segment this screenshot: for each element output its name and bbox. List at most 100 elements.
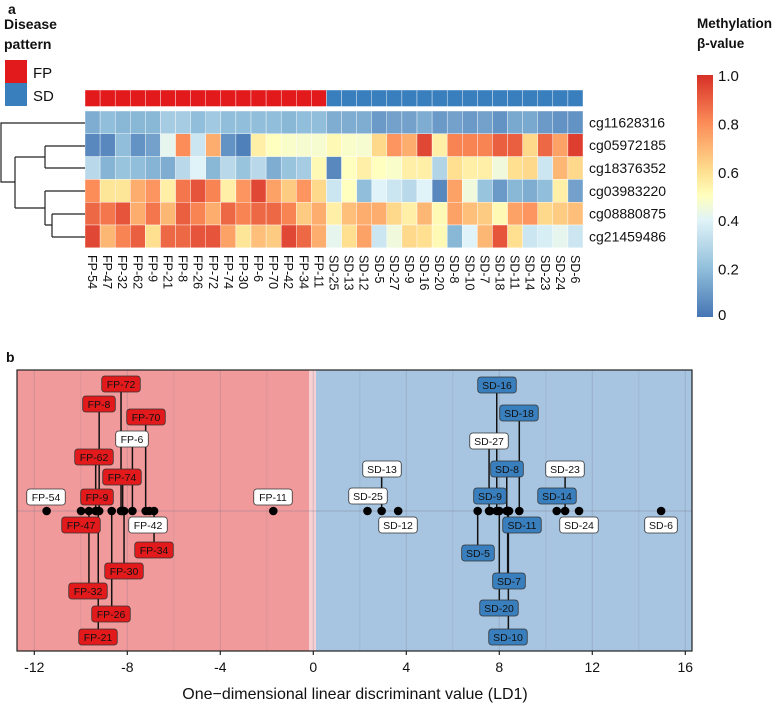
- heatmap-cell: [431, 133, 448, 157]
- data-point: [84, 506, 94, 516]
- heatmap-cell: [145, 133, 161, 157]
- column-label: SD-18: [493, 255, 507, 290]
- heatmap-cell: [507, 179, 523, 203]
- heatmap-cell: [175, 110, 191, 134]
- data-point: [76, 506, 86, 516]
- annotation-cell: [552, 89, 569, 107]
- data-point: [269, 506, 278, 516]
- heatmap-cell: [507, 156, 523, 180]
- heatmap-cell: [492, 133, 508, 157]
- point-label-box: [477, 376, 517, 394]
- heatmap-cell: [220, 156, 237, 180]
- point-label-box: [134, 541, 174, 559]
- point-label-box: [362, 460, 402, 478]
- data-point: [377, 506, 386, 516]
- heatmap-cell: [371, 224, 388, 248]
- heatmap-cell: [280, 179, 297, 203]
- heatmap-cell: [235, 133, 252, 157]
- annotation-cell: [431, 89, 448, 107]
- point-labels: FP-54 FP-47 FP-32 FP-62 FP-9 FP-21 FP-8 FP-26 FP…: [26, 375, 678, 646]
- annotation-cell: [326, 89, 342, 107]
- point-label-box: [488, 628, 528, 646]
- colorbar-title-line2: β-value: [697, 36, 745, 51]
- heatmap-cell: [280, 156, 297, 180]
- heatmap-cell: [431, 156, 448, 180]
- heatmap-cell: [205, 179, 222, 203]
- heatmap-cell: [356, 156, 372, 180]
- heatmap-cell: [537, 201, 554, 226]
- point-label: FP-62: [80, 452, 109, 464]
- heatmap-cell: [296, 110, 312, 134]
- annotation-cell: [280, 89, 297, 107]
- heatmap-cell: [371, 156, 388, 180]
- point-label: SD-20: [484, 603, 514, 615]
- point-label: FP-42: [134, 520, 163, 532]
- point-label-box: [102, 468, 142, 486]
- heatmap-cell: [311, 156, 327, 180]
- heatmap-cell: [416, 224, 433, 248]
- annotation-cell: [477, 89, 493, 107]
- heatmap-cell: [130, 201, 146, 226]
- heatmap-cell: [356, 110, 372, 134]
- heatmap-cell: [160, 156, 176, 180]
- heatmap-cell: [235, 156, 252, 180]
- heatmap-cell: [567, 110, 584, 134]
- point-label-box: [91, 605, 131, 623]
- column-label: SD-11: [508, 255, 522, 290]
- heatmap-cell: [205, 201, 222, 226]
- heatmap-cell: [190, 156, 206, 180]
- heatmap-cell: [431, 224, 448, 248]
- heatmap-cell: [326, 156, 342, 180]
- heatmap-cell: [235, 201, 252, 226]
- heatmap-cell: [265, 201, 282, 226]
- heatmap-cell: [477, 179, 493, 203]
- point-label-box: [126, 408, 166, 426]
- heatmap-cell: [84, 201, 101, 226]
- heatmap-cell: [190, 133, 206, 157]
- annotation-cell: [220, 89, 237, 107]
- annotation-cell: [311, 89, 327, 107]
- point-label: FP-21: [84, 632, 113, 644]
- annotation-cell: [205, 89, 222, 107]
- heatmap-cell: [477, 110, 493, 134]
- point-label-box: [253, 488, 293, 506]
- annotation-cell: [114, 89, 131, 107]
- point-label: SD-9: [478, 491, 502, 503]
- heatmap-cell: [492, 110, 508, 134]
- colorbar-tick-label: 1.0: [718, 68, 739, 85]
- heatmap-cell: [567, 156, 584, 180]
- annotation-cell: [145, 89, 161, 107]
- heatmap-cell: [492, 201, 508, 226]
- point-label: FP-8: [88, 399, 111, 411]
- heatmap-cell: [507, 201, 523, 226]
- point-label: SD-10: [493, 632, 523, 644]
- heatmap-cell: [235, 224, 252, 248]
- heatmap-cell: [522, 201, 538, 226]
- column-label: SD-10: [462, 255, 476, 290]
- heatmap-cell: [567, 201, 584, 226]
- heatmap-cell: [235, 110, 252, 134]
- row-label: cg03983220: [589, 183, 666, 199]
- heatmap-cell: [84, 224, 101, 248]
- heatmap-cell: [356, 224, 372, 248]
- point-label-box: [82, 395, 116, 413]
- heatmap-cell: [537, 224, 554, 248]
- heatmap-cell: [99, 156, 116, 180]
- data-point: [656, 506, 666, 516]
- x-tick-label: 12: [585, 659, 601, 675]
- point-label: SD-7: [497, 576, 521, 588]
- data-point: [107, 506, 117, 516]
- heatmap-cell: [326, 179, 342, 203]
- annotation-cell: [507, 89, 523, 107]
- heatmap-cell: [416, 133, 433, 157]
- heatmap-cell: [220, 133, 237, 157]
- annotation-cell: [250, 89, 267, 107]
- x-axis-title: One−dimensional linear discriminant valu…: [182, 686, 528, 703]
- heatmap-cell: [522, 224, 538, 248]
- colorbar-tick-label: 0.4: [718, 213, 739, 230]
- heatmap-cell: [416, 201, 433, 226]
- heatmap-cell: [386, 201, 403, 226]
- heatmap-cell: [114, 201, 131, 226]
- heatmap-cell: [477, 156, 493, 180]
- heatmap-cell: [341, 133, 357, 157]
